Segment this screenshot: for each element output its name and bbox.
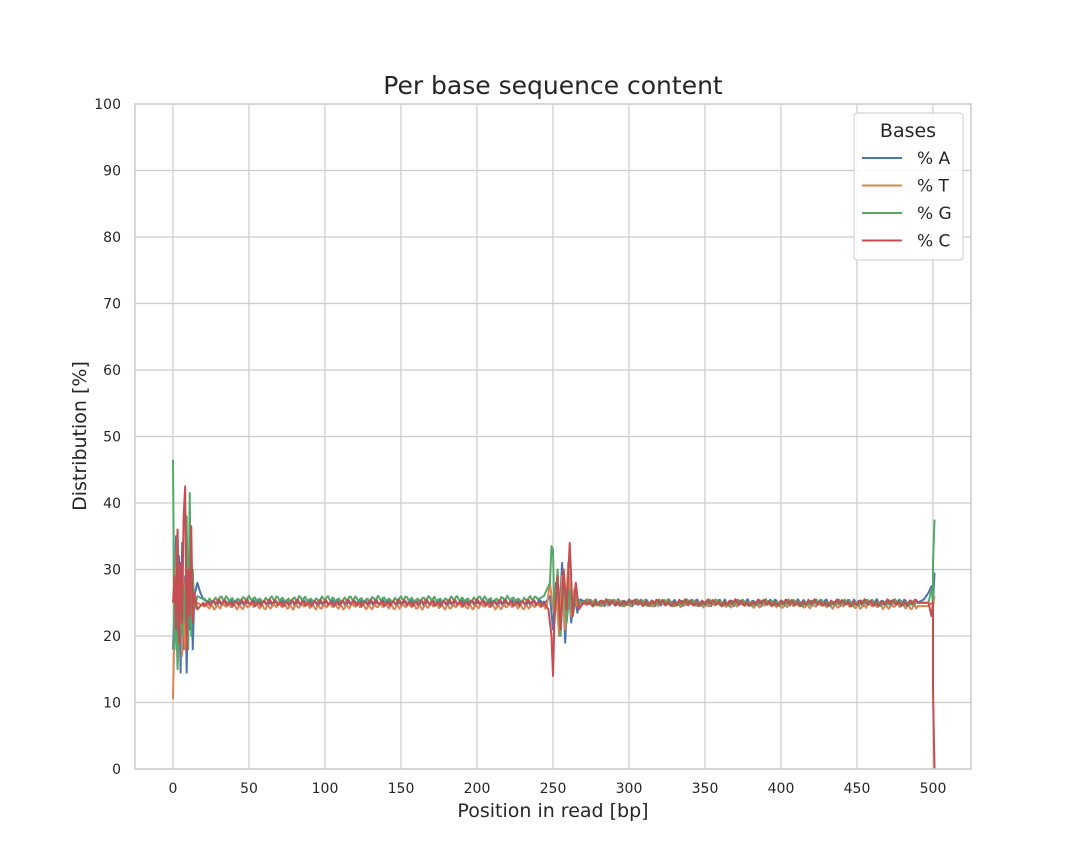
ticks: 0 50 100 150 200 250 300 350 400 450 500 0 10 20 30 40 5… <box>94 97 946 797</box>
plot-frame <box>134 103 972 770</box>
x-tick-label: 450 <box>844 781 871 797</box>
y-tick-label: 0 <box>112 762 121 778</box>
y-tick-label: 50 <box>103 430 121 446</box>
x-tick-label: 0 <box>169 781 178 797</box>
x-tick-label: 100 <box>312 781 339 797</box>
x-tick-label: 400 <box>768 781 795 797</box>
legend-label-t: % T <box>917 177 950 197</box>
x-axis-label: Position in read [bp] <box>457 800 648 822</box>
x-tick-label: 200 <box>464 781 491 797</box>
x-tick-label: 500 <box>920 781 947 797</box>
y-tick-label: 10 <box>103 696 121 712</box>
legend-box <box>853 112 964 261</box>
legend-label-g: % G <box>917 204 952 224</box>
series-layer <box>172 459 936 770</box>
series-line-c <box>172 485 936 770</box>
x-tick-label: 350 <box>692 781 719 797</box>
legend-label-c: % C <box>917 232 950 252</box>
legend-title: Bases <box>880 120 936 142</box>
y-tick-label: 60 <box>103 363 121 379</box>
y-axis-label: Distribution [%] <box>69 361 91 511</box>
x-tick-label: 50 <box>240 781 258 797</box>
y-tick-label: 70 <box>103 297 121 313</box>
y-tick-label: 40 <box>103 496 121 512</box>
chart-title: Per base sequence content <box>383 71 723 100</box>
y-tick-label: 30 <box>103 563 121 579</box>
y-tick-label: 90 <box>103 164 121 180</box>
x-tick-label: 150 <box>388 781 415 797</box>
y-tick-label: 100 <box>94 97 121 113</box>
y-tick-label: 20 <box>103 629 121 645</box>
legend-label-a: % A <box>917 149 951 169</box>
x-tick-label: 300 <box>616 781 643 797</box>
x-tick-label: 250 <box>540 781 567 797</box>
legend: Bases % A % T % G % C <box>853 112 964 261</box>
y-tick-label: 80 <box>103 230 121 246</box>
legend-items: % A % T % G % C <box>862 149 952 252</box>
